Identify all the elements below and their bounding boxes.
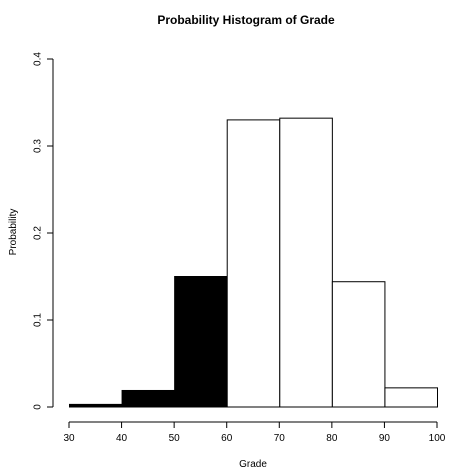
histogram-bar-5 xyxy=(279,117,333,408)
x-tick-label: 70 xyxy=(274,433,286,444)
x-tick-label: 50 xyxy=(169,433,181,444)
histogram-bar-6 xyxy=(331,281,386,408)
histogram-bar-3 xyxy=(174,276,228,408)
x-tick-label: 80 xyxy=(326,433,338,444)
x-tick-label: 30 xyxy=(63,433,75,444)
histogram-bar-4 xyxy=(226,119,281,408)
x-axis-label: Grade xyxy=(239,459,267,470)
x-tick-label: 40 xyxy=(116,433,128,444)
y-tick-label: 0.3 xyxy=(33,139,44,153)
x-tick-label: 60 xyxy=(221,433,233,444)
y-axis: 0 0.1 0.2 0.3 0.4 xyxy=(33,52,54,410)
x-tick-label: 90 xyxy=(379,433,391,444)
histogram-bar-7 xyxy=(384,387,438,408)
x-tick-label: 100 xyxy=(429,433,446,444)
histogram-bar-2 xyxy=(121,389,176,408)
y-axis-label: Probability xyxy=(8,209,19,256)
histogram-bar-1 xyxy=(69,403,123,408)
y-tick-label: 0.1 xyxy=(33,313,44,327)
bars-group xyxy=(69,117,438,408)
y-tick-label: 0 xyxy=(33,404,44,410)
y-tick-label: 0.4 xyxy=(33,52,44,66)
x-axis: 30 40 50 60 70 80 90 100 xyxy=(63,421,446,444)
chart-title: Probability Histogram of Grade xyxy=(157,13,335,27)
y-tick-label: 0.2 xyxy=(33,226,44,240)
